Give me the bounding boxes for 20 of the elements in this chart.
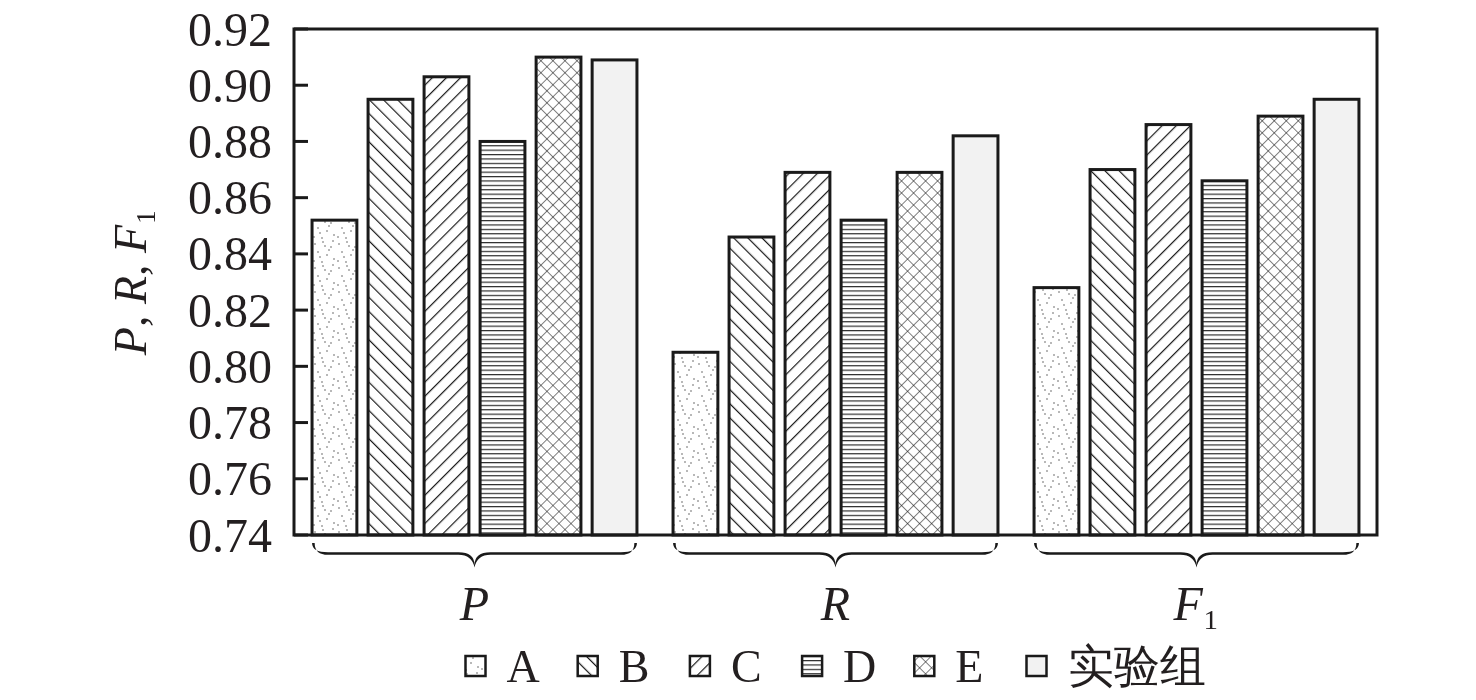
legend-label: B (618, 640, 650, 692)
y-tick-label: 0.78 (188, 396, 272, 450)
y-tick-label: 0.86 (188, 171, 272, 225)
x-tick-label: F₁ (1172, 577, 1220, 630)
y-tick-label: 0.92 (188, 2, 272, 56)
x-tick-label: P (458, 577, 490, 630)
y-tick-label: 0.82 (188, 283, 272, 337)
y-tick-label: 0.84 (188, 227, 272, 281)
legend-label: E (955, 640, 984, 692)
y-tick-label: 0.74 (188, 508, 272, 562)
y-tick-label: 0.88 (188, 114, 272, 168)
legend-label: D (843, 640, 877, 692)
y-tick-label: 0.80 (188, 339, 272, 393)
legend-label: 实验组 (1067, 640, 1206, 692)
y-tick-label: 0.90 (188, 58, 272, 112)
y-axis-title: P, R, F₁ (104, 208, 156, 357)
y-tick-label: 0.76 (188, 452, 272, 506)
legend-label: C (730, 640, 762, 692)
x-tick-label: R (819, 577, 851, 630)
legend-label: A (506, 640, 540, 692)
